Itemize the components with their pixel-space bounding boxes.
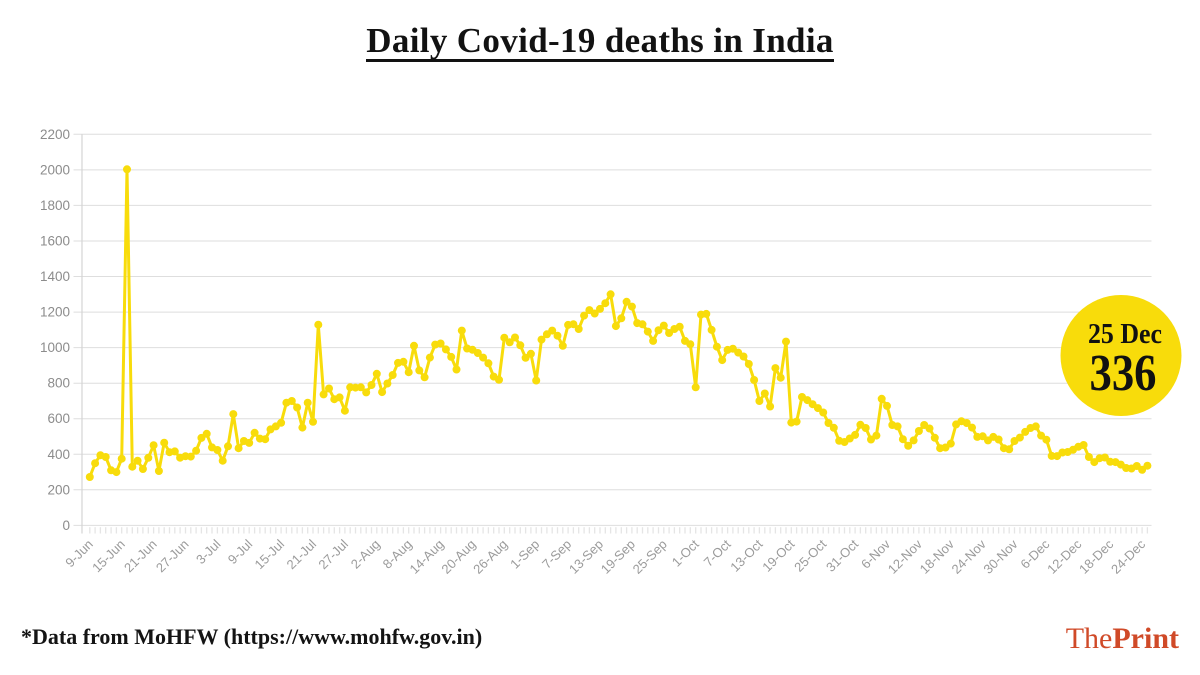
svg-text:15-Jun: 15-Jun [89, 537, 128, 576]
svg-text:19-Sep: 19-Sep [598, 537, 638, 577]
svg-text:9-Jul: 9-Jul [225, 536, 256, 567]
svg-text:24-Nov: 24-Nov [949, 536, 990, 577]
svg-text:1400: 1400 [40, 269, 70, 284]
svg-text:18-Nov: 18-Nov [917, 536, 958, 577]
svg-text:1-Oct: 1-Oct [669, 536, 702, 569]
svg-text:400: 400 [47, 447, 70, 462]
svg-text:24-Dec: 24-Dec [1108, 536, 1149, 577]
svg-text:600: 600 [47, 411, 70, 426]
svg-text:27-Jun: 27-Jun [153, 537, 192, 576]
svg-text:25-Sep: 25-Sep [630, 537, 670, 577]
svg-text:13-Sep: 13-Sep [566, 537, 606, 577]
svg-text:19-Oct: 19-Oct [759, 536, 797, 574]
svg-text:3-Jul: 3-Jul [193, 536, 224, 567]
svg-text:200: 200 [47, 482, 70, 497]
svg-text:30-Nov: 30-Nov [980, 536, 1021, 577]
svg-text:12-Nov: 12-Nov [885, 536, 926, 577]
svg-text:1800: 1800 [40, 198, 70, 213]
svg-text:2000: 2000 [40, 162, 70, 177]
svg-text:21-Jul: 21-Jul [283, 536, 319, 572]
svg-text:25-Oct: 25-Oct [791, 536, 829, 574]
svg-text:0: 0 [62, 518, 70, 533]
svg-text:31-Oct: 31-Oct [823, 536, 861, 574]
svg-text:1200: 1200 [40, 305, 70, 320]
svg-text:25 Dec: 25 Dec [1088, 318, 1162, 350]
svg-text:13-Oct: 13-Oct [727, 536, 765, 574]
svg-text:1600: 1600 [40, 234, 70, 249]
svg-text:2-Aug: 2-Aug [348, 537, 383, 572]
svg-text:336: 336 [1090, 345, 1157, 402]
svg-text:26-Aug: 26-Aug [470, 537, 510, 577]
svg-text:1-Sep: 1-Sep [507, 537, 542, 572]
svg-text:1000: 1000 [40, 340, 70, 355]
svg-text:800: 800 [47, 376, 70, 391]
svg-text:14-Aug: 14-Aug [406, 537, 446, 577]
svg-text:20-Aug: 20-Aug [438, 537, 478, 577]
svg-text:12-Dec: 12-Dec [1044, 536, 1085, 577]
svg-text:27-Jul: 27-Jul [315, 536, 351, 572]
svg-text:15-Jul: 15-Jul [252, 536, 288, 572]
svg-text:21-Jun: 21-Jun [121, 537, 160, 576]
svg-text:18-Dec: 18-Dec [1076, 536, 1117, 577]
svg-text:2200: 2200 [40, 127, 70, 142]
